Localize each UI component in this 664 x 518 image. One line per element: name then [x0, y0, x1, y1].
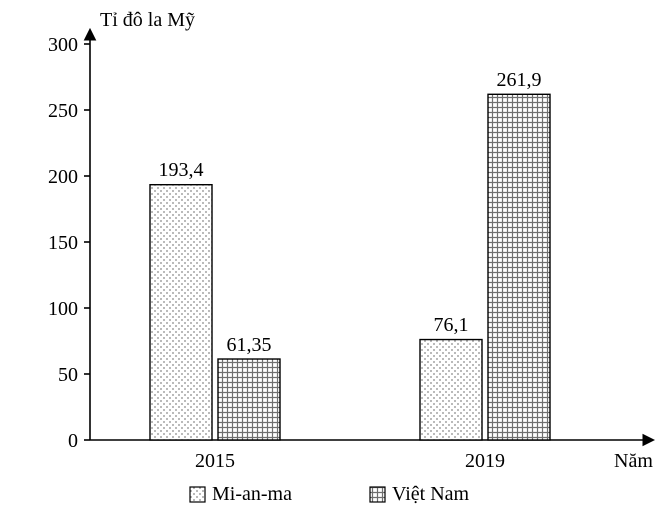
legend-label-vietnam: Việt Nam — [392, 483, 470, 505]
ytick-150: 150 — [48, 232, 78, 254]
legend: Mi-an-ma Việt Nam — [190, 483, 470, 505]
legend-swatch-vietnam — [370, 487, 385, 502]
group-2019: 76,1 261,9 2019 — [420, 69, 550, 472]
val-2019-mianma: 76,1 — [434, 314, 469, 336]
bar-2015-mianma — [150, 185, 212, 440]
x-axis-title: Năm — [614, 450, 653, 472]
ytick-50: 50 — [58, 364, 78, 386]
bar-2019-mianma — [420, 340, 482, 440]
cat-2015: 2015 — [195, 450, 235, 472]
bar-2019-vietnam — [488, 94, 550, 440]
group-2015: 193,4 61,35 2015 — [150, 159, 280, 472]
ytick-100: 100 — [48, 298, 78, 320]
ytick-0: 0 — [68, 430, 78, 452]
cat-2019: 2019 — [465, 450, 505, 472]
val-2015-vietnam: 61,35 — [227, 334, 272, 356]
ytick-300: 300 — [48, 34, 78, 56]
val-2019-vietnam: 261,9 — [497, 69, 542, 91]
ytick-250: 250 — [48, 100, 78, 122]
val-2015-mianma: 193,4 — [159, 159, 204, 181]
ytick-200: 200 — [48, 166, 78, 188]
y-ticks: 0 50 100 150 200 250 300 — [48, 34, 90, 452]
gdp-bar-chart: 0 50 100 150 200 250 300 Tỉ đô la Mỹ Năm… — [0, 0, 664, 513]
legend-label-mianma: Mi-an-ma — [212, 483, 292, 505]
bar-2015-vietnam — [218, 359, 280, 440]
legend-swatch-mianma — [190, 487, 205, 502]
y-axis-title: Tỉ đô la Mỹ — [100, 9, 195, 31]
